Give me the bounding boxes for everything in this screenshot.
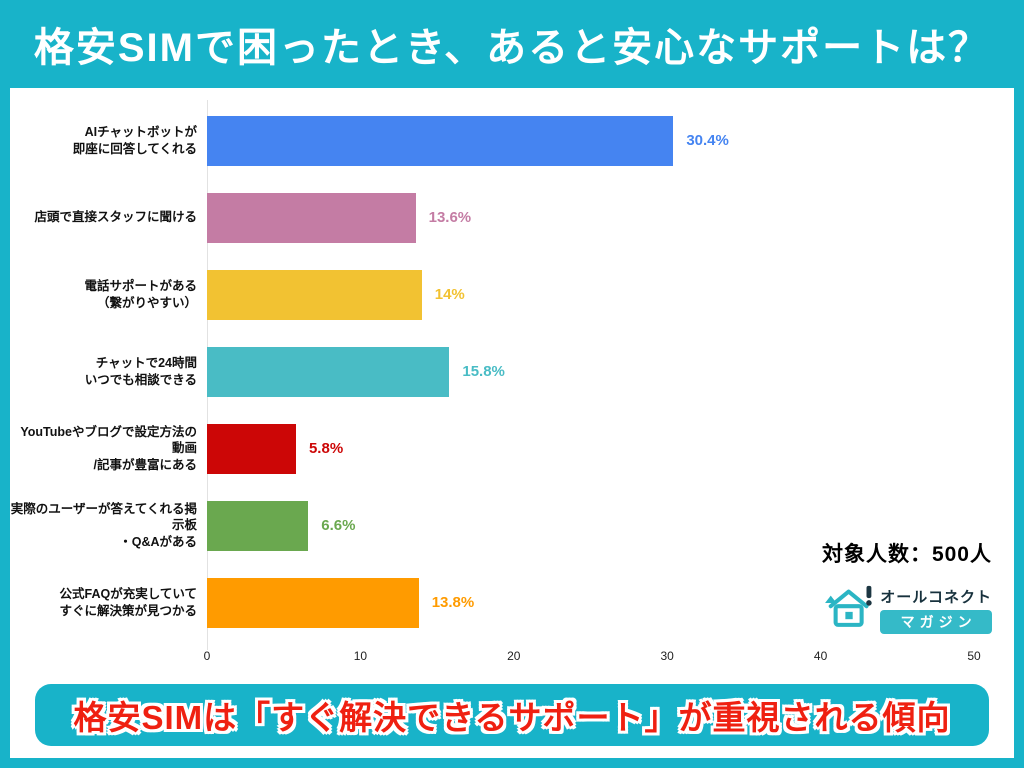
- allconnect-logo: オールコネクト マガジン: [821, 581, 992, 638]
- chart-row: AIチャットボットが 即座に回答してくれる 30.4%: [10, 102, 1014, 179]
- bar: [207, 115, 674, 166]
- sample-block: 対象人数：500人 オールコネクト マガジン: [821, 538, 992, 638]
- chart-row: 店頭で直接スタッフに聞ける 13.6%: [10, 179, 1014, 256]
- chart-row: チャットで24時間 いつでも相談できる 15.8%: [10, 333, 1014, 410]
- chart-row: 電話サポートがある （繋がりやすい） 14%: [10, 256, 1014, 333]
- category-label: 電話サポートがある （繋がりやすい）: [84, 279, 197, 310]
- bar-track: 13.8%: [207, 577, 974, 628]
- bar-track: 13.6%: [207, 192, 974, 243]
- x-axis-tick: 20: [507, 649, 521, 663]
- chart-row: YouTubeやブログで設定方法の動画 /記事が豊富にある 5.8%: [10, 410, 1014, 487]
- x-axis-tick: 30: [660, 649, 674, 663]
- category-label: チャットで24時間 いつでも相談できる: [84, 356, 197, 387]
- footer-banner-text: 格安SIMは「すぐ解決できるサポート」が重視される傾向: [73, 699, 951, 736]
- bar-track: 5.8%: [207, 423, 974, 474]
- value-label: 6.6%: [321, 517, 356, 534]
- bar: [207, 346, 450, 397]
- bar: [207, 269, 422, 320]
- x-axis-tick: 10: [353, 649, 368, 663]
- category-label: 店頭で直接スタッフに聞ける: [34, 210, 197, 225]
- chart-panel: AIチャットボットが 即座に回答してくれる 30.4% 店頭で直接スタッフに聞ける 1…: [10, 88, 1014, 758]
- house-exclamation-icon: [821, 581, 873, 638]
- bar-track: 6.6%: [207, 500, 974, 551]
- category-label: YouTubeやブログで設定方法の動画 /記事が豊富にある: [20, 425, 197, 472]
- value-label: 30.4%: [686, 132, 729, 149]
- value-label: 15.8%: [462, 363, 505, 380]
- sample-size-label: 対象人数：500人: [821, 543, 992, 566]
- chart-rows: AIチャットボットが 即座に回答してくれる 30.4% 店頭で直接スタッフに聞ける 1…: [10, 102, 1014, 641]
- x-axis-tick: 50: [967, 649, 981, 663]
- value-label: 13.6%: [428, 209, 472, 226]
- bar: [207, 192, 416, 243]
- category-label: 公式FAQが充実していて すぐに解決策が見つかる: [59, 587, 197, 618]
- bar-track: 15.8%: [207, 346, 974, 397]
- value-label: 5.8%: [308, 440, 344, 457]
- logo-brand-text: オールコネクト: [880, 588, 992, 606]
- bar: [207, 577, 419, 628]
- chart-row: 実際のユーザーが答えてくれる掲示板 ・Q&Aがある 6.6%: [10, 487, 1014, 564]
- value-label: 14%: [434, 286, 465, 303]
- bar: [207, 423, 296, 474]
- value-label: 13.8%: [431, 594, 475, 611]
- footer-banner: 格安SIMは「すぐ解決できるサポート」が重視される傾向: [35, 684, 989, 746]
- bar-track: 14%: [207, 269, 974, 320]
- x-axis-tick: 40: [813, 649, 828, 663]
- bar-track: 30.4%: [207, 115, 974, 166]
- chart-row: 公式FAQが充実していて すぐに解決策が見つかる 13.8%: [10, 564, 1014, 641]
- category-label: 実際のユーザーが答えてくれる掲示板 ・Q&Aがある: [10, 502, 197, 549]
- category-label: AIチャットボットが 即座に回答してくれる: [72, 125, 197, 156]
- logo-magazine-badge: マガジン: [880, 609, 992, 634]
- bar-chart: AIチャットボットが 即座に回答してくれる 30.4% 店頭で直接スタッフに聞ける 1…: [10, 100, 1014, 671]
- header-band: 格安SIMで困ったとき、あると安心なサポートは？: [0, 0, 1024, 88]
- page-title: 格安SIMで困ったとき、あると安心なサポートは？: [33, 26, 991, 70]
- x-axis-tick: 0: [203, 649, 211, 663]
- x-axis: 0 10 20 30 40 50: [203, 649, 981, 671]
- logo-texts: オールコネクト マガジン: [880, 586, 992, 634]
- bar: [207, 500, 309, 551]
